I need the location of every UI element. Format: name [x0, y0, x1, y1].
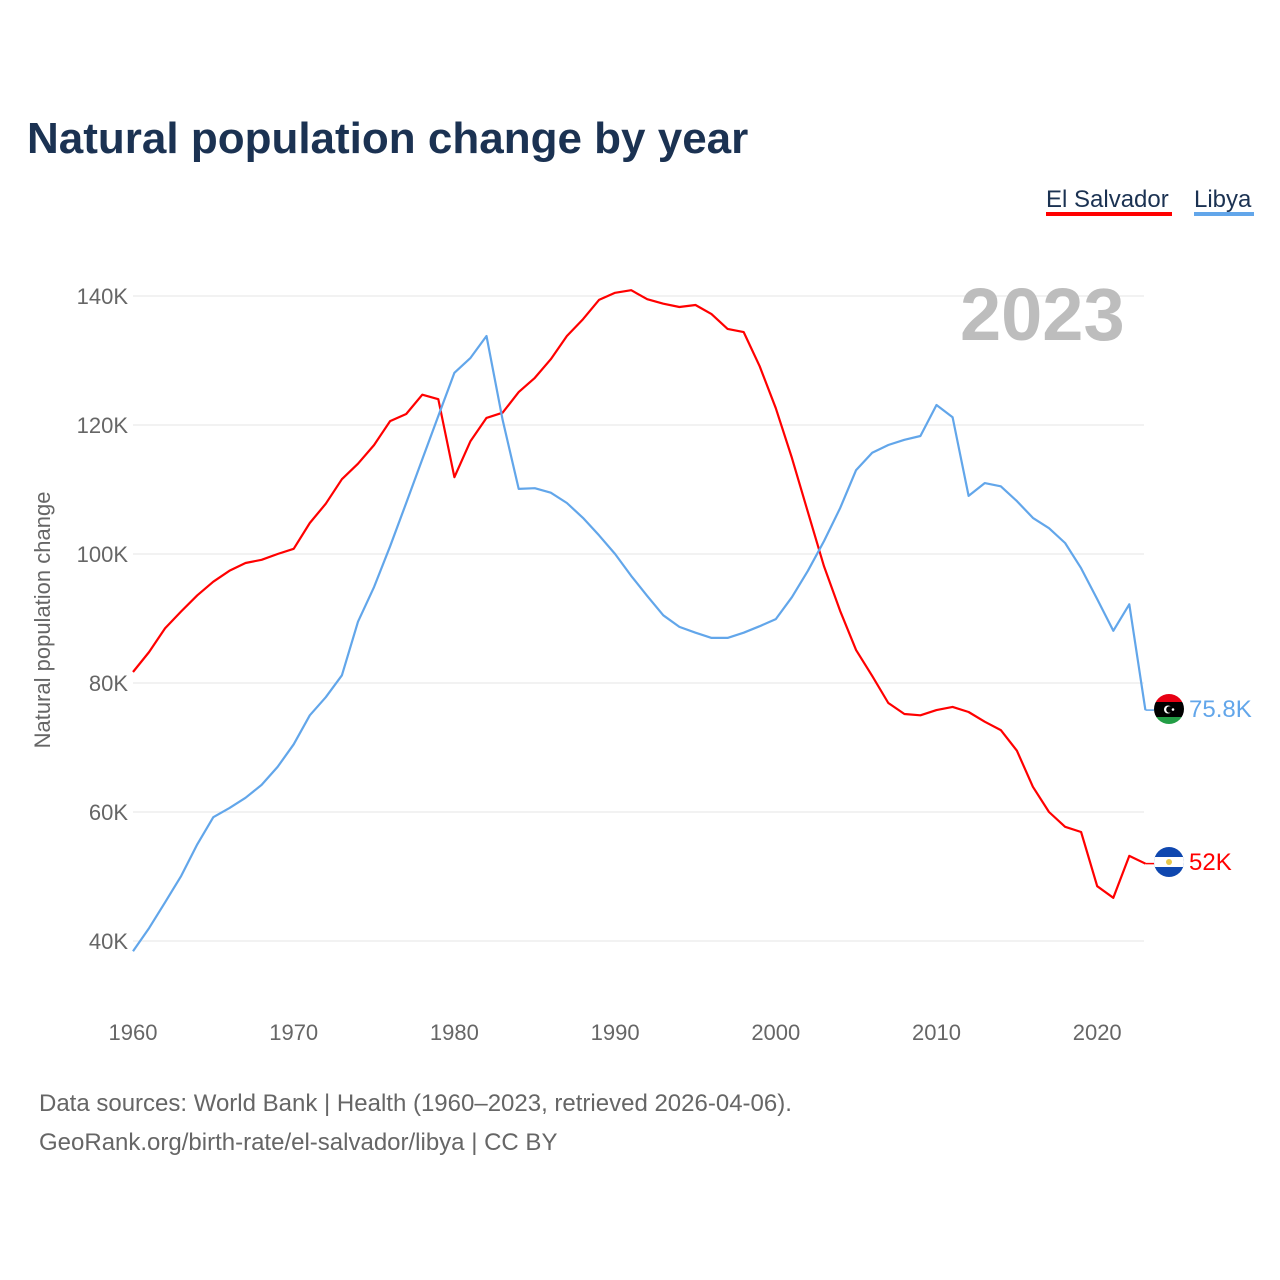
- gridlines: [133, 295, 1144, 942]
- x-tick-label: 2010: [912, 1020, 961, 1045]
- source-line-2[interactable]: GeoRank.org/birth-rate/el-salvador/libya…: [39, 1129, 557, 1156]
- legend-item-libya[interactable]: Libya: [1194, 186, 1254, 216]
- series-lines: [132, 289, 1154, 952]
- libya-flag-icon: [1154, 694, 1184, 724]
- chart-title: Natural population change by year: [27, 114, 748, 163]
- y-tick-label: 140K: [77, 284, 129, 309]
- x-tick-label: 1960: [109, 1020, 158, 1045]
- y-axis-label: Natural population change: [30, 492, 55, 749]
- legend-label: El Salvador: [1046, 186, 1169, 213]
- source-line-1: Data sources: World Bank | Health (1960–…: [39, 1090, 792, 1117]
- x-tick-label: 1970: [269, 1020, 318, 1045]
- y-tick-label: 60K: [89, 800, 128, 825]
- y-tick-label: 120K: [77, 413, 129, 438]
- y-tick-label: 80K: [89, 671, 128, 696]
- year-watermark: 2023: [960, 273, 1125, 356]
- el-salvador-flag-icon: [1154, 847, 1184, 877]
- legend-item-el-salvador[interactable]: El Salvador: [1046, 186, 1172, 216]
- x-tick-label: 1990: [591, 1020, 640, 1045]
- legend-label: Libya: [1194, 186, 1252, 213]
- series-line-el-salvador: [132, 289, 1146, 899]
- x-tick-label: 2000: [751, 1020, 800, 1045]
- series-line-libya: [132, 334, 1147, 952]
- y-tick-label: 100K: [77, 542, 129, 567]
- x-tick-label: 1980: [430, 1020, 479, 1045]
- x-tick-label: 2020: [1073, 1020, 1122, 1045]
- y-axis-ticks: 40K 60K 80K 100K 120K 140K: [77, 284, 129, 954]
- legend-swatch: [1194, 212, 1254, 216]
- x-axis-ticks: 1960 1970 1980 1990 2000 2010 2020: [109, 1020, 1122, 1045]
- el-salvador-end-label: 52K: [1189, 849, 1232, 876]
- legend-swatch: [1046, 212, 1172, 216]
- libya-end-label: 75.8K: [1189, 696, 1252, 723]
- y-tick-label: 40K: [89, 929, 128, 954]
- legend: El Salvador Libya: [1046, 186, 1254, 216]
